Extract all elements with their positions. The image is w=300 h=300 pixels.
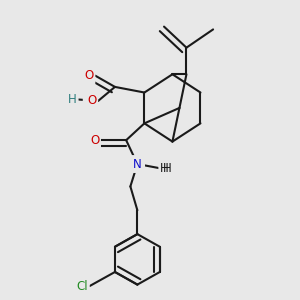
- Text: O: O: [84, 93, 97, 108]
- Text: O: O: [85, 69, 94, 82]
- Text: H: H: [160, 161, 172, 176]
- Text: O: O: [87, 133, 100, 148]
- Text: O: O: [90, 134, 100, 147]
- Text: O: O: [81, 68, 94, 83]
- Text: N: N: [133, 158, 142, 170]
- Text: Cl: Cl: [73, 278, 88, 293]
- Text: H: H: [160, 162, 169, 175]
- Text: O: O: [88, 94, 97, 107]
- Text: Cl: Cl: [77, 280, 88, 292]
- Text: H: H: [65, 92, 77, 107]
- Text: H: H: [68, 93, 77, 106]
- Text: H: H: [163, 162, 171, 175]
- Text: N: N: [131, 157, 144, 172]
